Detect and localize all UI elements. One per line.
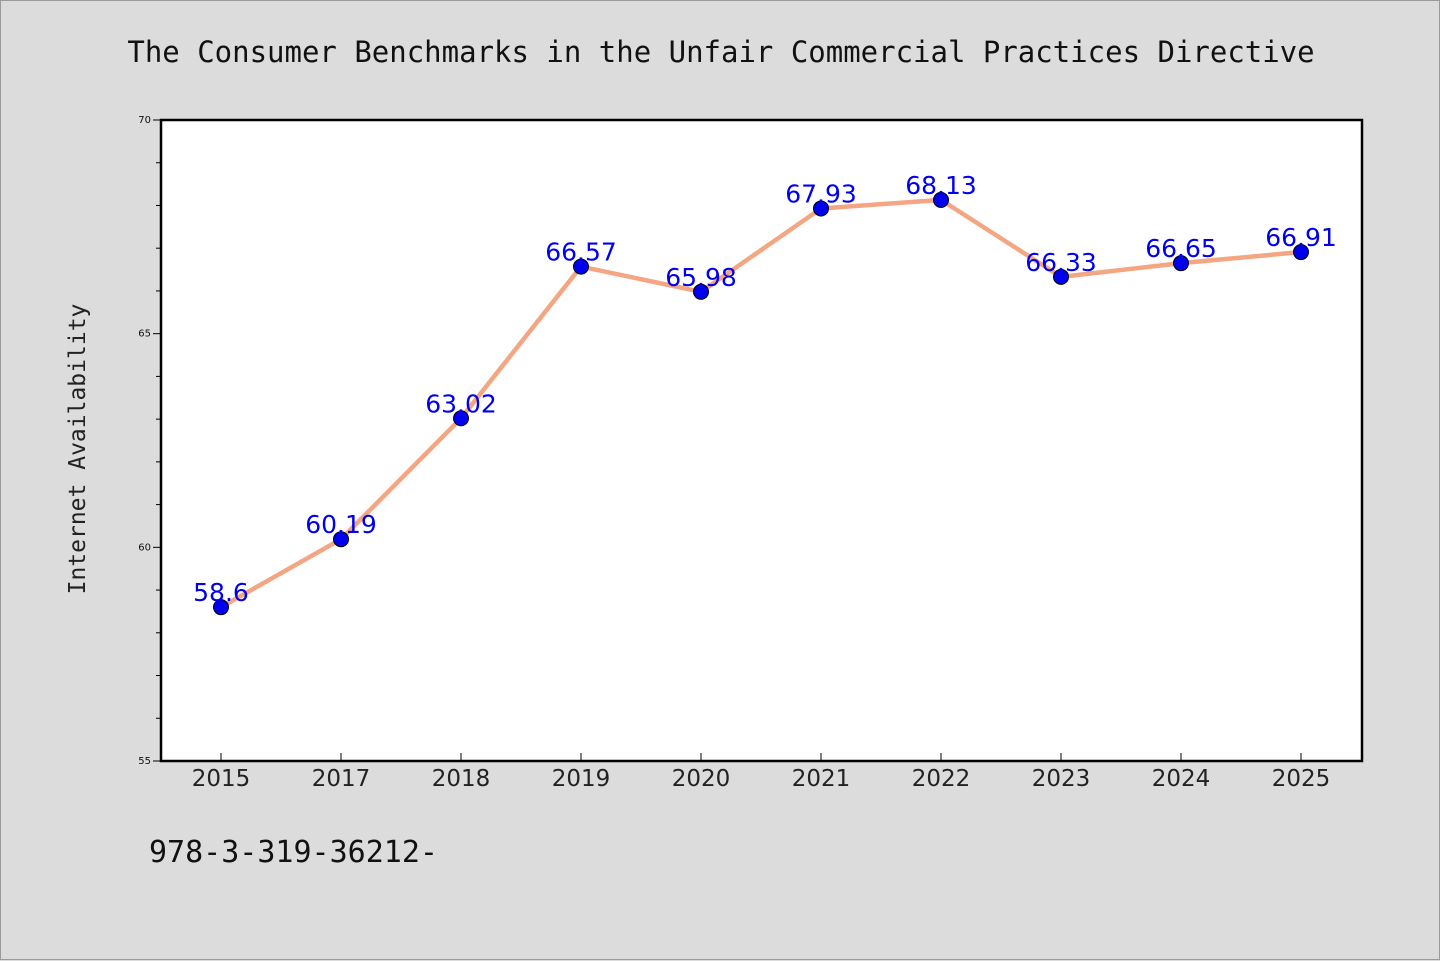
series-line-group <box>218 197 1304 610</box>
y-tick-label: 55 <box>138 756 151 767</box>
x-tick-label: 2022 <box>912 766 971 792</box>
data-label: 63.02 <box>425 389 497 418</box>
y-axis: 55 60 65 70 <box>138 115 161 767</box>
x-axis: 2015 2017 2018 2019 2020 2021 2022 2023 2024 2025 <box>192 753 1331 792</box>
data-point <box>453 410 469 427</box>
data-point <box>1293 244 1309 261</box>
chart-title: The Consumer Benchmarks in the Unfair Co… <box>127 35 1315 69</box>
footer-text: 978-3-319-36212- <box>149 835 438 870</box>
data-labels-group: 58.6 60.19 63.02 66.57 65.98 67.93 68.13 66.33 6… <box>193 171 1337 607</box>
x-tick-label: 2019 <box>552 766 611 792</box>
x-tick-label: 2015 <box>192 766 251 792</box>
data-point <box>213 599 229 616</box>
y-tick-label: 65 <box>138 329 151 340</box>
data-label: 65.98 <box>665 263 737 292</box>
data-label: 66.33 <box>1025 248 1097 277</box>
data-point <box>1053 268 1069 285</box>
y-tick-label: 60 <box>138 542 151 553</box>
x-tick-label: 2024 <box>1152 766 1211 792</box>
plot-background <box>159 118 1364 763</box>
y-tick-label: 70 <box>138 115 151 126</box>
x-tick-label: 2018 <box>432 766 491 792</box>
data-label: 58.6 <box>193 578 249 607</box>
data-point <box>573 258 589 275</box>
x-tick-label: 2020 <box>672 766 731 792</box>
x-tick-label: 2021 <box>792 766 851 792</box>
x-tick-label: 2023 <box>1032 766 1091 792</box>
data-label: 66.91 <box>1265 223 1337 252</box>
data-label: 67.93 <box>785 179 857 208</box>
series-markers-group <box>213 191 1309 616</box>
data-point <box>693 283 709 300</box>
x-tick-label: 2017 <box>312 766 371 792</box>
data-label: 68.13 <box>905 171 977 200</box>
data-label: 66.65 <box>1145 234 1217 263</box>
series-line <box>218 197 1304 610</box>
data-point <box>1173 255 1189 272</box>
data-label: 66.57 <box>545 238 617 267</box>
x-tick-label: 2025 <box>1272 766 1331 792</box>
data-point <box>813 200 829 217</box>
data-label: 60.19 <box>305 510 377 539</box>
data-point <box>933 191 949 208</box>
data-point <box>333 531 349 548</box>
